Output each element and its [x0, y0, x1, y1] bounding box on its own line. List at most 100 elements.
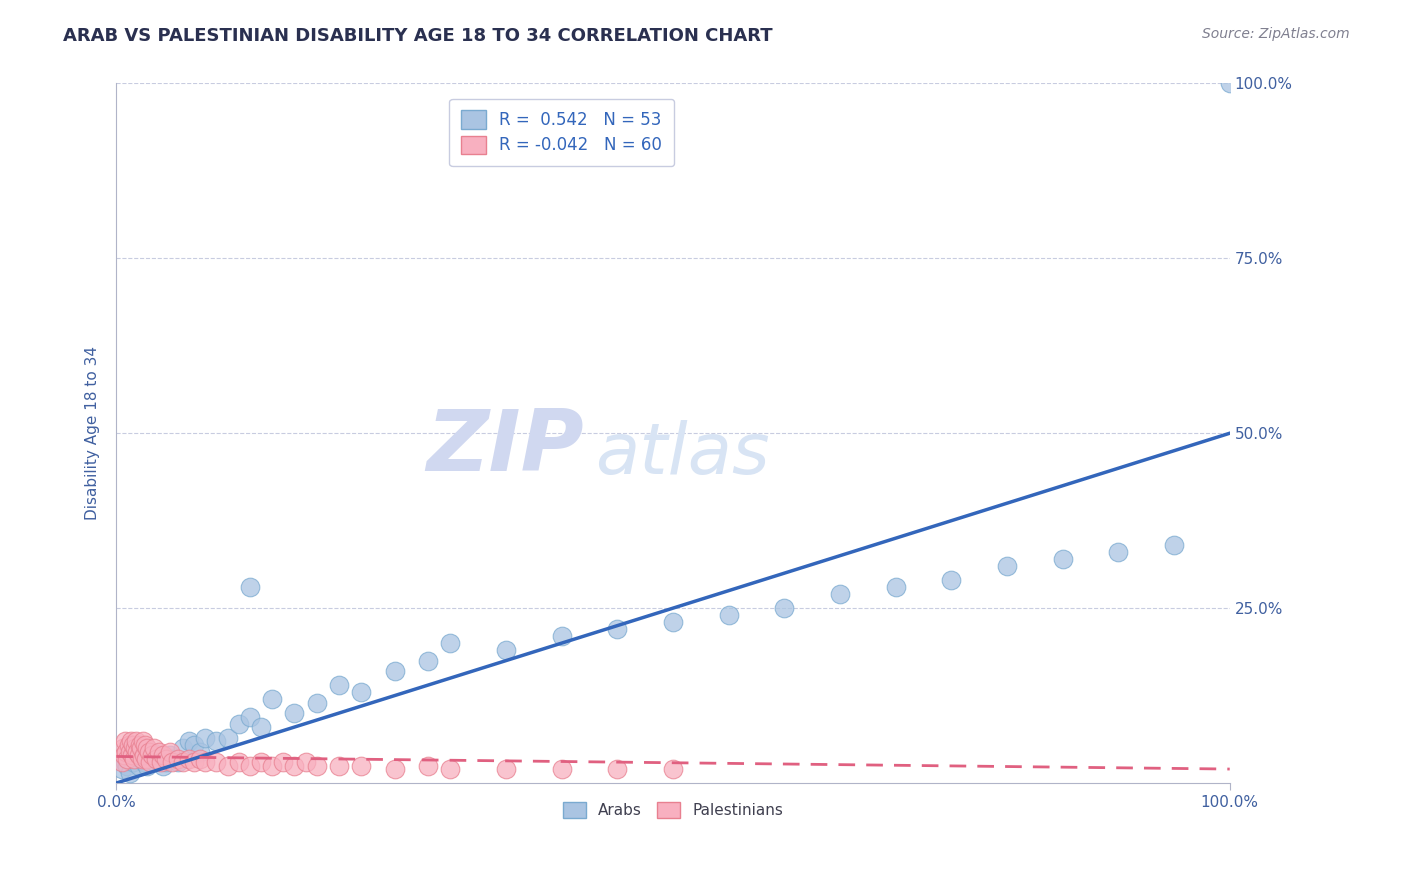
Point [155, 755, 177, 769]
Point [148, 745, 170, 759]
Point [228, 716, 250, 731]
Point [194, 731, 217, 745]
Point [159, 747, 181, 762]
Point [118, 765, 141, 780]
Point [135, 751, 157, 765]
Point [239, 709, 262, 723]
Point [125, 734, 148, 748]
Point [495, 762, 517, 776]
Legend: Arabs, Palestinians: Arabs, Palestinians [557, 797, 789, 824]
Point [117, 738, 139, 752]
Point [128, 738, 150, 752]
Point [132, 734, 155, 748]
Point [995, 559, 1018, 574]
Point [177, 751, 200, 765]
Point [177, 734, 200, 748]
Point [138, 745, 160, 759]
Point [384, 664, 406, 678]
Point [717, 608, 740, 623]
Text: ZIP: ZIP [426, 406, 583, 489]
Point [188, 745, 211, 759]
Point [129, 751, 152, 765]
Point [148, 747, 170, 762]
Point [120, 734, 142, 748]
Point [143, 755, 166, 769]
Point [205, 755, 228, 769]
Point [115, 745, 138, 759]
Text: atlas: atlas [595, 420, 769, 489]
Point [205, 734, 228, 748]
Point [127, 745, 149, 759]
Point [350, 758, 373, 772]
Point [129, 741, 152, 756]
Point [136, 758, 159, 772]
Point [271, 755, 294, 769]
Point [152, 758, 174, 772]
Y-axis label: Disability Age 18 to 34: Disability Age 18 to 34 [86, 346, 100, 520]
Point [141, 747, 163, 762]
Point [117, 758, 139, 772]
Point [145, 751, 167, 765]
Point [828, 587, 851, 601]
Point [1219, 77, 1241, 91]
Point [1107, 545, 1129, 559]
Point [149, 755, 172, 769]
Point [160, 755, 183, 769]
Point [117, 751, 139, 765]
Point [194, 755, 217, 769]
Point [662, 762, 685, 776]
Point [262, 692, 284, 706]
Point [124, 741, 146, 756]
Point [122, 755, 145, 769]
Point [111, 755, 134, 769]
Point [118, 745, 141, 759]
Point [114, 755, 136, 769]
Point [132, 747, 155, 762]
Point [262, 758, 284, 772]
Point [662, 615, 685, 629]
Point [159, 745, 181, 759]
Point [250, 720, 273, 734]
Point [111, 741, 134, 756]
Point [239, 580, 262, 594]
Point [384, 762, 406, 776]
Point [416, 654, 439, 668]
Point [305, 758, 328, 772]
Point [773, 601, 796, 615]
Point [606, 622, 628, 636]
Point [155, 751, 177, 765]
Point [283, 758, 305, 772]
Point [550, 629, 572, 643]
Point [132, 755, 155, 769]
Point [149, 751, 172, 765]
Point [122, 738, 145, 752]
Point [172, 755, 194, 769]
Point [111, 762, 134, 776]
Point [217, 758, 239, 772]
Point [439, 762, 461, 776]
Point [138, 751, 160, 765]
Point [128, 758, 150, 772]
Point [217, 731, 239, 745]
Point [125, 747, 148, 762]
Point [141, 745, 163, 759]
Point [228, 755, 250, 769]
Point [250, 755, 273, 769]
Text: ARAB VS PALESTINIAN DISABILITY AGE 18 TO 34 CORRELATION CHART: ARAB VS PALESTINIAN DISABILITY AGE 18 TO… [63, 27, 773, 45]
Point [121, 747, 143, 762]
Point [305, 696, 328, 710]
Point [114, 734, 136, 748]
Point [416, 758, 439, 772]
Point [328, 678, 350, 692]
Point [152, 747, 174, 762]
Point [350, 685, 373, 699]
Point [183, 738, 205, 752]
Point [166, 751, 188, 765]
Point [134, 738, 156, 752]
Point [283, 706, 305, 720]
Point [122, 751, 145, 765]
Point [188, 751, 211, 765]
Point [328, 758, 350, 772]
Point [136, 741, 159, 756]
Text: Source: ZipAtlas.com: Source: ZipAtlas.com [1202, 27, 1350, 41]
